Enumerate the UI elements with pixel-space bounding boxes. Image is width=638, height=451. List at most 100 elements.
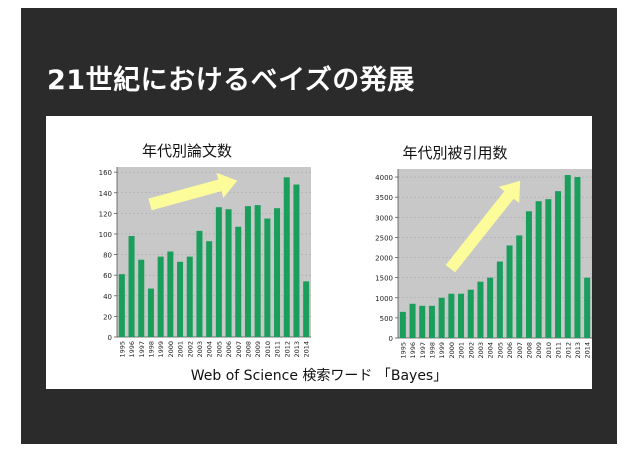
x-tick-label: 2008	[525, 342, 533, 359]
x-tick-label: 2012	[283, 341, 291, 358]
bar	[186, 256, 193, 337]
x-tick-label: 2003	[196, 341, 204, 358]
bar	[254, 205, 261, 337]
bar	[215, 207, 222, 337]
bar	[196, 230, 203, 337]
trend-arrow	[445, 180, 521, 273]
y-tick-label: 1000	[375, 295, 393, 303]
bar	[428, 305, 435, 338]
x-tick-label: 2014	[303, 341, 311, 358]
bar	[235, 226, 242, 337]
x-tick-label: 2007	[235, 341, 243, 358]
y-tick-label: 2000	[375, 255, 393, 263]
bar	[409, 303, 416, 338]
y-tick-label: 2500	[375, 234, 393, 242]
slide: 21世紀におけるベイズの発展 年代別論文数 0 20 40 60 80 100 120 140 1…	[21, 8, 617, 444]
trend-arrow	[148, 172, 238, 211]
y-tick-label: 160	[99, 169, 112, 177]
bar	[584, 277, 591, 338]
y-tick-label: 60	[103, 272, 112, 280]
bar	[516, 235, 523, 338]
x-tick-label: 2002	[186, 341, 194, 358]
bar	[225, 209, 232, 337]
x-tick-label: 2006	[225, 341, 233, 358]
x-tick-label: 2002	[467, 342, 475, 359]
bar	[477, 281, 484, 338]
bar	[283, 177, 290, 337]
x-tick-label: 2010	[545, 342, 553, 359]
bar	[496, 261, 503, 338]
x-tick-label: 2011	[555, 342, 563, 359]
x-tick-label: 2005	[215, 341, 223, 358]
x-tick-label: 2000	[448, 342, 456, 359]
x-tick-label: 2006	[506, 342, 514, 359]
source-caption: Web of Science 検索ワード 「Bayes」	[190, 368, 448, 384]
x-tick-label: 1996	[409, 342, 417, 359]
bar	[177, 261, 184, 337]
bar	[506, 245, 513, 338]
x-tick-label: 1995	[399, 342, 407, 359]
figure-panel: 年代別論文数 0 20 40 60 80 100 120 140 160 1995 1996 1997 1…	[46, 116, 592, 389]
x-tick-label: 2011	[274, 341, 282, 358]
x-tick-label: 1999	[157, 341, 165, 358]
bar	[448, 293, 455, 338]
x-tick-label: 2014	[584, 342, 592, 359]
x-tick-label: 2013	[574, 342, 582, 359]
y-tick-label: 500	[380, 315, 393, 323]
bar	[399, 311, 406, 338]
bar	[545, 199, 552, 338]
bar	[564, 175, 571, 338]
y-tick-label: 120	[99, 210, 112, 218]
y-tick-label: 140	[99, 190, 112, 198]
y-tick-label: 100	[99, 231, 112, 239]
bar	[138, 259, 145, 337]
bar	[128, 236, 135, 337]
bar	[525, 211, 532, 338]
x-tick-label: 2008	[244, 341, 252, 358]
x-tick-label: 1999	[438, 342, 446, 359]
x-tick-label: 2010	[264, 341, 272, 358]
y-tick-label: 40	[103, 293, 112, 301]
bar	[438, 297, 445, 338]
x-tick-label: 1997	[138, 341, 146, 358]
plot-area	[398, 169, 592, 338]
bar	[244, 206, 251, 337]
bar	[458, 293, 465, 338]
x-tick-label: 1998	[147, 341, 155, 358]
bar	[147, 288, 154, 337]
y-tick-label: 3500	[375, 194, 393, 202]
chart-citations-per-year: 年代別被引用数 0 500 1000 1500 2000 2500 3000 3500 4000 1…	[375, 144, 592, 359]
x-tick-label: 1998	[428, 342, 436, 359]
bar	[274, 208, 281, 337]
y-tick-label: 20	[103, 313, 112, 321]
y-tick-label: 3000	[375, 214, 393, 222]
bar	[118, 274, 125, 337]
x-tick-label: 2001	[177, 341, 185, 358]
slide-title: 21世紀におけるベイズの発展	[47, 65, 415, 96]
x-tick-label: 2005	[496, 342, 504, 359]
y-tick-label: 4000	[375, 174, 393, 182]
y-tick-label: 0	[108, 334, 112, 342]
bar	[157, 256, 164, 337]
chart-title: 年代別論文数	[142, 142, 232, 160]
x-tick-label: 2007	[516, 342, 524, 359]
bar	[419, 305, 426, 338]
x-tick-label: 2009	[254, 341, 262, 358]
bar	[487, 277, 494, 338]
x-tick-label: 2004	[487, 342, 495, 359]
x-tick-label: 2009	[535, 342, 543, 359]
bar	[574, 177, 581, 338]
bar	[264, 218, 271, 337]
x-tick-label: 2013	[293, 341, 301, 358]
x-tick-label: 2012	[564, 342, 572, 359]
y-tick-label: 80	[103, 252, 112, 260]
x-tick-label: 2000	[167, 341, 175, 358]
y-tick-label: 0	[389, 335, 393, 343]
x-tick-label: 1997	[419, 342, 427, 359]
x-tick-label: 1996	[128, 341, 136, 358]
bar	[293, 184, 300, 337]
bar	[555, 191, 562, 338]
bar	[303, 281, 310, 337]
chart-title: 年代別被引用数	[402, 144, 507, 162]
